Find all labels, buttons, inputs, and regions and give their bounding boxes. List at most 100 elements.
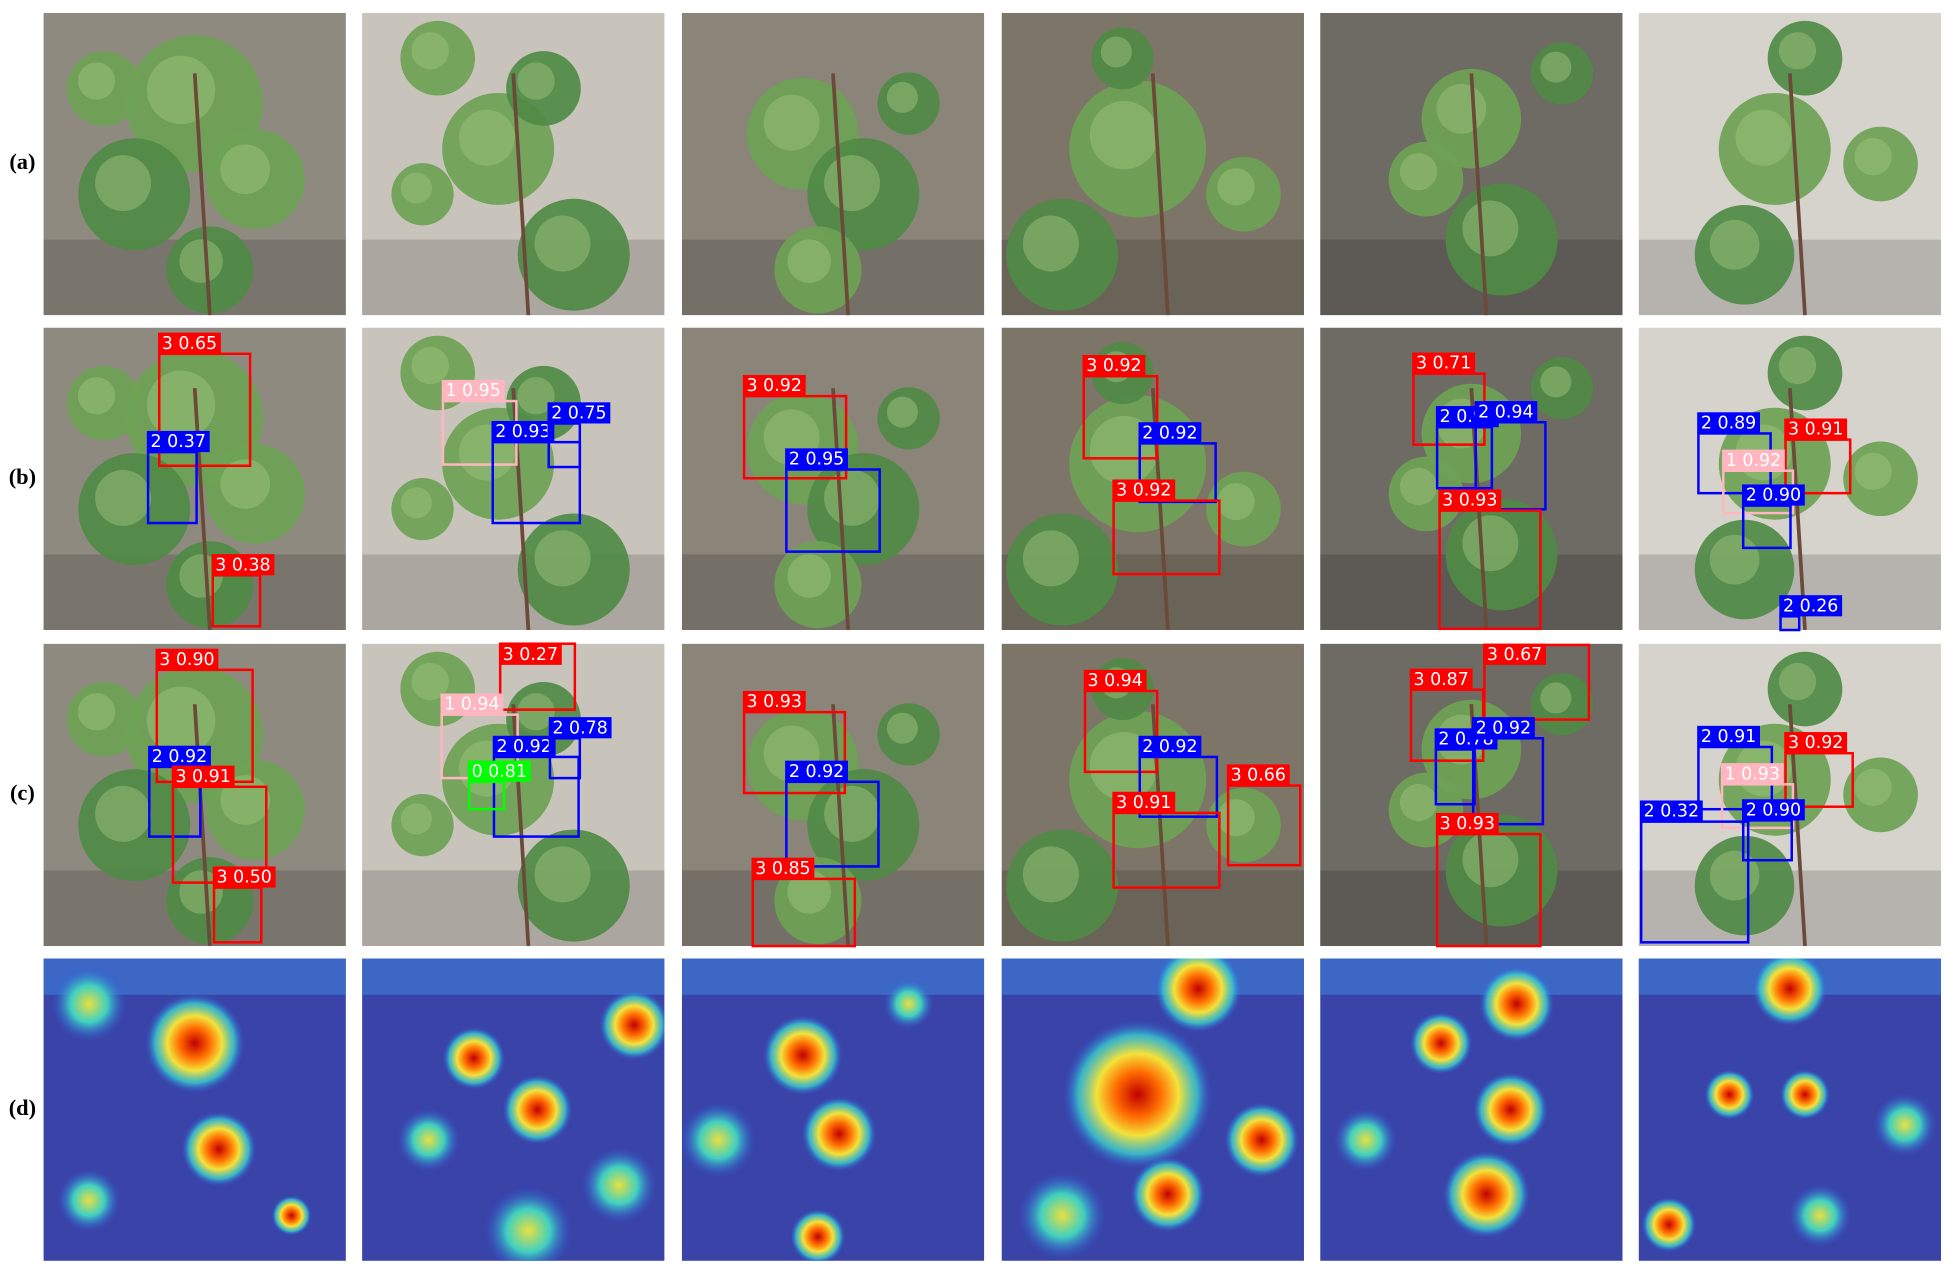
photo-panel — [362, 327, 665, 631]
heat-spot — [1473, 1072, 1548, 1148]
leaf-highlight — [146, 55, 216, 125]
heat-spot — [181, 1111, 257, 1187]
heat-spot — [581, 1147, 657, 1223]
detection-label-bg — [1697, 412, 1761, 434]
detection-label-bg — [1226, 764, 1290, 786]
leaf-highlight — [1778, 346, 1817, 385]
leaf-highlight — [1399, 153, 1438, 191]
stem — [192, 388, 212, 631]
detection-label-bg — [1138, 422, 1202, 444]
detection-label: 2 0.92 — [1476, 718, 1531, 738]
leaf-highlight — [1540, 51, 1572, 83]
detection-label-bg — [1412, 352, 1476, 374]
leaf-highlight — [824, 155, 881, 212]
heatmap-panel — [362, 958, 665, 1261]
detection-label: 2 0.92 — [789, 762, 844, 782]
heat-spot — [1018, 1171, 1106, 1260]
leaf-highlight — [411, 32, 449, 70]
detection-label: 1 0.92 — [1726, 451, 1781, 471]
photo-panel — [1001, 327, 1304, 631]
detection-label: 3 0.90 — [159, 650, 214, 670]
detection-label-bg — [785, 760, 848, 782]
detection-label: 1 0.95 — [445, 381, 500, 401]
detection-label: 3 0.85 — [755, 859, 810, 879]
leaf-highlight — [1709, 534, 1760, 585]
detection-label-bg — [211, 554, 275, 576]
detection-label-bg — [1779, 595, 1843, 617]
detection-label: 1 0.93 — [1725, 764, 1780, 784]
detection-label: 2 0.78 — [552, 718, 607, 738]
stem — [1788, 73, 1807, 316]
heat-band — [1320, 958, 1623, 995]
leaf-highlight — [1778, 32, 1817, 70]
leaf-highlight — [1540, 366, 1572, 398]
detection-label-bg — [1112, 479, 1176, 501]
leaf-highlight — [220, 144, 271, 195]
detection-label-bg — [1741, 799, 1805, 821]
leaf-highlight — [1854, 452, 1892, 491]
detection-label: 1 0.94 — [444, 695, 499, 715]
leaf-highlight — [411, 346, 449, 385]
detection-label-bg — [148, 745, 211, 767]
leaf-highlight — [1735, 109, 1792, 166]
detection-label: 3 0.50 — [217, 868, 272, 888]
leaf-highlight — [1217, 482, 1255, 521]
leaf-highlight — [95, 469, 152, 526]
detection-label: 3 0.92 — [1116, 481, 1171, 501]
detection-label: 2 0.95 — [789, 450, 844, 470]
detection-label: 3 0.67 — [1487, 645, 1542, 665]
detection-label: 3 0.93 — [747, 692, 802, 712]
stem — [192, 73, 212, 316]
detection-label: 3 0.87 — [1413, 670, 1468, 690]
leaf-highlight — [77, 693, 116, 731]
leaf-highlight — [400, 803, 432, 835]
detection-label: 2 0.94 — [1478, 402, 1533, 422]
leaf-highlight — [517, 62, 555, 100]
heat-spot — [442, 1027, 506, 1090]
leaf-highlight — [886, 712, 918, 744]
leaf-highlight — [1436, 83, 1487, 134]
heatmap-panel — [1001, 958, 1304, 1261]
leaf-highlight — [1540, 682, 1572, 714]
heat-spot — [1780, 1069, 1830, 1120]
detection-label-bg — [1471, 717, 1535, 739]
detection-label-bg — [1082, 355, 1146, 377]
leaf-highlight — [1399, 783, 1438, 822]
detection-label-bg — [742, 690, 806, 713]
heat-spot — [484, 1187, 572, 1261]
detection-label-bg — [1083, 669, 1147, 691]
photo-panel — [1638, 12, 1942, 316]
leaf-highlight — [1854, 768, 1892, 807]
detection-label-bg — [1435, 812, 1499, 835]
leaf-highlight — [1709, 219, 1760, 270]
stem — [831, 704, 851, 947]
detection-label: 3 0.94 — [1087, 671, 1142, 691]
heat-spot — [801, 1096, 877, 1172]
detection-label-bg — [742, 374, 806, 397]
heat-spot — [1442, 1150, 1531, 1238]
detection-label: 2 0.91 — [1701, 727, 1756, 747]
heatmap-panel — [1320, 958, 1623, 1261]
row-label: (a) — [9, 149, 35, 174]
detection-label: 3 0.93 — [1440, 814, 1495, 834]
detection-label-bg — [146, 430, 210, 453]
detection-label-bg — [212, 866, 276, 888]
detection-label-bg — [155, 648, 219, 670]
heat-spot — [883, 978, 934, 1029]
leaf-highlight — [1217, 168, 1255, 206]
detection-label: 2 0.32 — [1644, 802, 1699, 822]
leaf-highlight — [1217, 798, 1255, 837]
detection-label-bg — [491, 420, 555, 443]
photo-panel — [681, 327, 985, 631]
detection-label: 0 0.81 — [472, 762, 527, 782]
detection-label-bg — [1722, 449, 1785, 471]
detection-label: 3 0.93 — [1442, 491, 1497, 511]
detection-label: 2 0.37 — [151, 432, 206, 452]
photo-panel — [362, 643, 665, 947]
leaf-highlight — [220, 459, 271, 509]
leaf-highlight — [146, 370, 216, 439]
photo-panel — [43, 327, 346, 631]
heat-spot — [1063, 1019, 1213, 1170]
detection-label-bg — [785, 448, 848, 470]
